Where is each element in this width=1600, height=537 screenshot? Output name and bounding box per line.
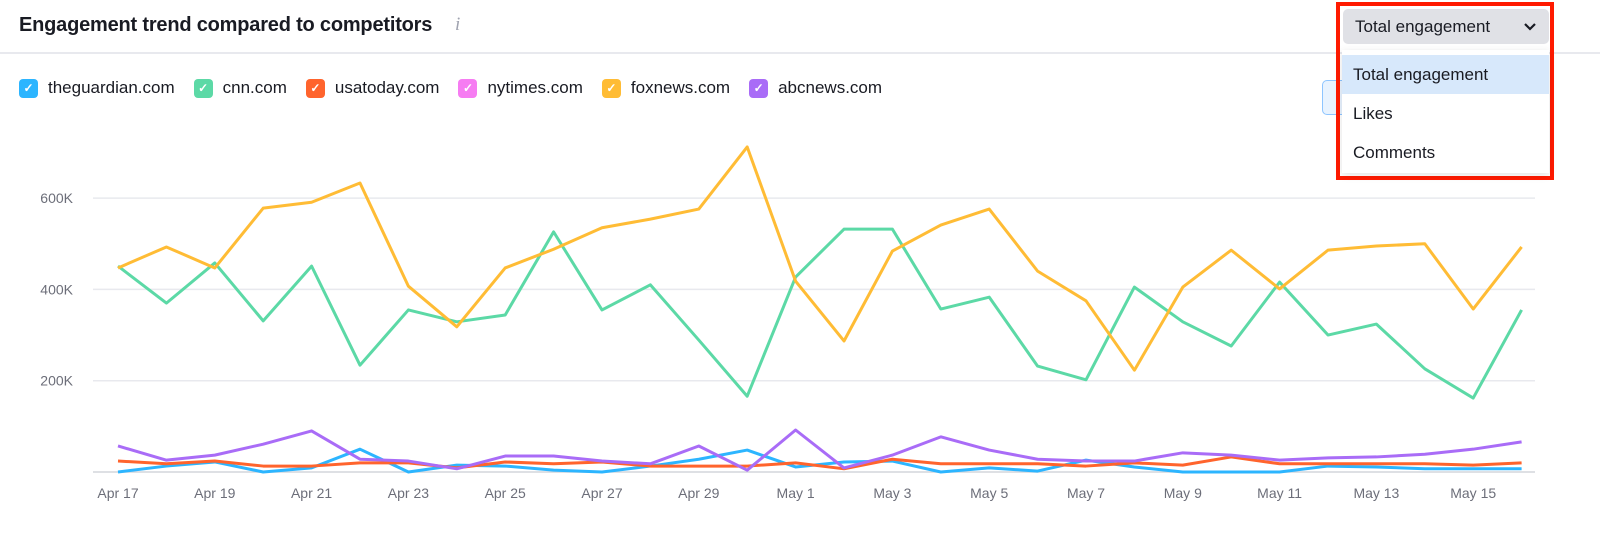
legend: ✓ theguardian.com ✓ cnn.com ✓ usatoday.com … — [19, 78, 901, 98]
dropdown-menu: Total engagement Likes Comments — [1342, 50, 1549, 173]
x-tick-label: Apr 19 — [194, 485, 235, 501]
series-line-cnn — [117, 227, 1523, 400]
legend-item-nytimes[interactable]: ✓ nytimes.com — [458, 78, 583, 98]
checkbox-checked-icon[interactable]: ✓ — [749, 78, 769, 98]
metric-dropdown[interactable]: Total engagement — [1343, 9, 1549, 44]
divider — [0, 52, 1600, 54]
series-line-theguardian — [117, 447, 1522, 474]
x-tick-label: Apr 23 — [388, 485, 429, 501]
legend-label: usatoday.com — [334, 78, 440, 97]
legend-label: theguardian.com — [48, 78, 175, 97]
checkbox-checked-icon[interactable]: ✓ — [19, 78, 38, 98]
x-tick-label: May 1 — [777, 485, 815, 501]
x-tick-label: May 11 — [1257, 485, 1302, 501]
series-line-usatoday — [117, 455, 1522, 471]
x-tick-label: May 5 — [970, 485, 1008, 501]
x-tick-label: May 15 — [1450, 485, 1496, 501]
legend-item-theguardian[interactable]: ✓ theguardian.com — [19, 78, 175, 98]
menu-item-total-engagement[interactable]: Total engagement — [1342, 55, 1549, 94]
menu-item-likes[interactable]: Likes — [1353, 103, 1393, 123]
x-tick-label: May 9 — [1164, 485, 1202, 501]
x-tick-label: Apr 21 — [291, 485, 332, 501]
legend-label: foxnews.com — [630, 78, 731, 97]
y-tick-label: 200K — [40, 373, 73, 389]
checkbox-checked-icon[interactable]: ✓ — [305, 78, 325, 98]
x-tick-label: Apr 27 — [581, 485, 622, 501]
x-tick-label: Apr 25 — [485, 485, 526, 501]
legend-label: cnn.com — [222, 78, 287, 97]
legend-item-cnn[interactable]: ✓ cnn.com — [193, 78, 287, 98]
info-icon[interactable]: i — [455, 14, 461, 35]
x-tick-label: May 3 — [873, 485, 911, 501]
menu-item-comments[interactable]: Comments — [1353, 142, 1436, 162]
x-tick-label: May 7 — [1067, 485, 1105, 501]
legend-item-foxnews[interactable]: ✓ foxnews.com — [601, 78, 731, 98]
x-tick-label: May 13 — [1353, 485, 1399, 501]
checkbox-checked-icon[interactable]: ✓ — [458, 78, 478, 98]
dropdown-selected: Total engagement — [1355, 16, 1491, 36]
legend-item-usatoday[interactable]: ✓ usatoday.com — [305, 78, 440, 98]
legend-label: nytimes.com — [487, 78, 583, 97]
series-line-foxnews — [117, 145, 1523, 372]
series-line-abcnews — [117, 428, 1522, 472]
y-tick-label: 400K — [40, 281, 73, 297]
checkbox-checked-icon[interactable]: ✓ — [193, 78, 213, 98]
legend-item-abcnews[interactable]: ✓ abcnews.com — [749, 78, 882, 98]
y-tick-label: 600K — [40, 190, 73, 206]
x-tick-label: Apr 29 — [678, 485, 719, 501]
page-title: Engagement trend compared to competitors — [19, 14, 433, 36]
checkbox-checked-icon[interactable]: ✓ — [601, 78, 621, 98]
x-tick-label: Apr 17 — [97, 485, 138, 501]
highlight-frame — [1336, 2, 1554, 180]
legend-label: abcnews.com — [778, 78, 883, 97]
chevron-down-icon — [1524, 22, 1536, 31]
